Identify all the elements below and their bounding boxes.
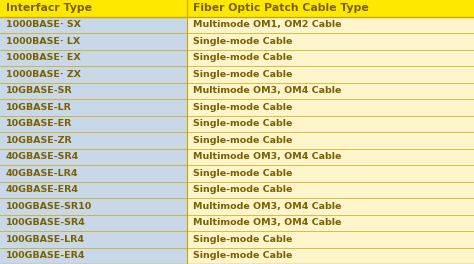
Bar bbox=[187, 148, 474, 165]
Bar bbox=[187, 66, 474, 82]
Bar bbox=[187, 99, 474, 116]
Bar bbox=[0, 198, 187, 214]
Bar bbox=[0, 214, 187, 231]
Text: 100GBASE-ER4: 100GBASE-ER4 bbox=[6, 251, 85, 260]
Bar bbox=[0, 132, 187, 148]
Text: 10GBASE-ER: 10GBASE-ER bbox=[6, 119, 72, 128]
Text: Single-mode Cable: Single-mode Cable bbox=[193, 103, 292, 112]
Text: Multimode OM3, OM4 Cable: Multimode OM3, OM4 Cable bbox=[193, 86, 341, 95]
Text: 40GBASE-ER4: 40GBASE-ER4 bbox=[6, 185, 79, 194]
Bar bbox=[0, 66, 187, 82]
Text: Single-mode Cable: Single-mode Cable bbox=[193, 185, 292, 194]
Bar bbox=[0, 82, 187, 99]
Text: 1000BASE· EX: 1000BASE· EX bbox=[6, 53, 81, 62]
Bar bbox=[0, 248, 187, 264]
Text: 10GBASE-ZR: 10GBASE-ZR bbox=[6, 136, 73, 145]
Bar bbox=[187, 33, 474, 50]
Text: Single-mode Cable: Single-mode Cable bbox=[193, 169, 292, 178]
Bar bbox=[0, 116, 187, 132]
Text: Multimode OM3, OM4 Cable: Multimode OM3, OM4 Cable bbox=[193, 202, 341, 211]
Text: Fiber Optic Patch Cable Type: Fiber Optic Patch Cable Type bbox=[193, 3, 369, 13]
Text: Single-mode Cable: Single-mode Cable bbox=[193, 235, 292, 244]
Text: 40GBASE-LR4: 40GBASE-LR4 bbox=[6, 169, 78, 178]
Text: 100GBASE-LR4: 100GBASE-LR4 bbox=[6, 235, 85, 244]
Bar bbox=[187, 165, 474, 182]
Bar bbox=[187, 116, 474, 132]
Text: 1000BASE· SX: 1000BASE· SX bbox=[6, 20, 81, 29]
Text: Single-mode Cable: Single-mode Cable bbox=[193, 119, 292, 128]
Text: 100GBASE-SR10: 100GBASE-SR10 bbox=[6, 202, 92, 211]
Bar bbox=[187, 231, 474, 248]
Bar bbox=[0, 99, 187, 116]
Bar bbox=[0, 231, 187, 248]
Bar bbox=[0, 16, 187, 33]
Bar bbox=[187, 16, 474, 33]
Bar bbox=[0, 33, 187, 50]
Bar bbox=[187, 248, 474, 264]
Text: 10GBASE-LR: 10GBASE-LR bbox=[6, 103, 72, 112]
Text: Single-mode Cable: Single-mode Cable bbox=[193, 251, 292, 260]
Bar bbox=[0, 148, 187, 165]
Text: Single-mode Cable: Single-mode Cable bbox=[193, 53, 292, 62]
Text: Single-mode Cable: Single-mode Cable bbox=[193, 70, 292, 79]
Bar bbox=[187, 82, 474, 99]
Bar bbox=[187, 50, 474, 66]
Bar bbox=[0, 165, 187, 182]
Text: 1000BASE· ZX: 1000BASE· ZX bbox=[6, 70, 81, 79]
Text: 1000BASE· LX: 1000BASE· LX bbox=[6, 37, 80, 46]
Bar bbox=[187, 182, 474, 198]
Text: Interfacr Type: Interfacr Type bbox=[6, 3, 91, 13]
Text: Multimode OM3, OM4 Cable: Multimode OM3, OM4 Cable bbox=[193, 152, 341, 161]
Text: Multimode OM1, OM2 Cable: Multimode OM1, OM2 Cable bbox=[193, 20, 341, 29]
Bar bbox=[0, 182, 187, 198]
Text: Single-mode Cable: Single-mode Cable bbox=[193, 37, 292, 46]
Bar bbox=[0, 50, 187, 66]
Bar bbox=[187, 132, 474, 148]
Bar bbox=[0, 0, 474, 16]
Bar bbox=[187, 214, 474, 231]
Text: Single-mode Cable: Single-mode Cable bbox=[193, 136, 292, 145]
Text: 100GBASE-SR4: 100GBASE-SR4 bbox=[6, 218, 85, 227]
Text: 10GBASE-SR: 10GBASE-SR bbox=[6, 86, 73, 95]
Text: Multimode OM3, OM4 Cable: Multimode OM3, OM4 Cable bbox=[193, 218, 341, 227]
Text: 40GBASE-SR4: 40GBASE-SR4 bbox=[6, 152, 79, 161]
Bar bbox=[187, 198, 474, 214]
